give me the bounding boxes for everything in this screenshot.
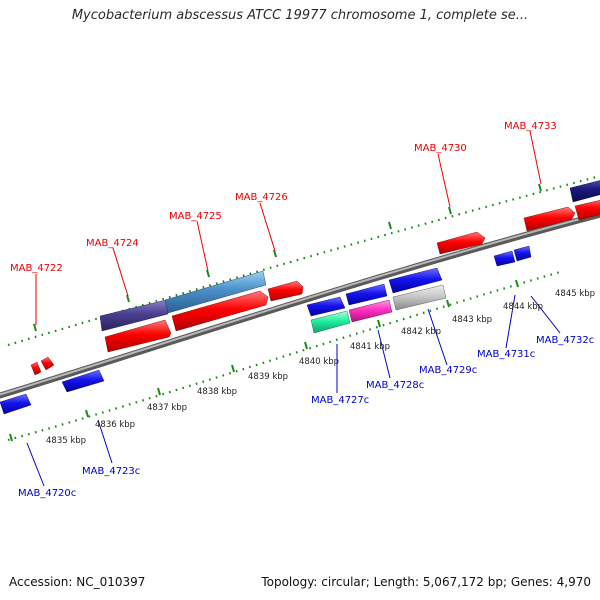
gene-mab4728c-blue bbox=[345, 283, 388, 306]
gene-mab4724-forward bbox=[104, 319, 172, 353]
gene-mab4728c bbox=[348, 299, 393, 323]
gene-mab4730 bbox=[436, 231, 486, 255]
gene-label-mab4726: MAB_4726 bbox=[235, 192, 288, 203]
forward-gene-labels: MAB_4722 MAB_4724 MAB_4725 MAB_4726 MAB_… bbox=[10, 121, 557, 274]
genes-value: 4,970 bbox=[556, 575, 591, 589]
gene-mab4722-small-1 bbox=[30, 361, 42, 376]
gene-mab4720c bbox=[0, 393, 32, 415]
gene-label-mab4723c: MAB_4723c bbox=[82, 466, 140, 477]
genes-label: Genes: bbox=[510, 575, 553, 589]
gene-label-mab4722: MAB_4722 bbox=[10, 263, 63, 274]
gene-label-mab4729c: MAB_4729c bbox=[419, 365, 477, 376]
forward-tick-track bbox=[7, 174, 600, 347]
gene-mab4726 bbox=[267, 280, 304, 302]
accession-label: Accession: bbox=[9, 575, 73, 589]
forward-major-ticks bbox=[33, 183, 542, 332]
tick-label-4838: 4838 kbp bbox=[197, 387, 237, 397]
tick-label-4839: 4839 kbp bbox=[248, 372, 288, 382]
reverse-gene-labels: MAB_4720c MAB_4723c MAB_4727c MAB_4728c … bbox=[18, 335, 594, 499]
length-label: Length: bbox=[373, 575, 420, 589]
tick-label-4837: 4837 kbp bbox=[147, 403, 187, 413]
tick-label-4843: 4843 kbp bbox=[452, 315, 492, 325]
topology-label: Topology: bbox=[261, 575, 318, 589]
gene-mab4724 bbox=[99, 299, 169, 332]
gene-label-mab4731c: MAB_4731c bbox=[477, 349, 535, 360]
forward-genes[interactable] bbox=[30, 178, 600, 376]
gene-label-mab4727c: MAB_4727c bbox=[311, 395, 369, 406]
gene-navy-far-right bbox=[569, 180, 600, 203]
gene-mab4725-forward bbox=[171, 290, 269, 332]
gene-mab4722-small-2 bbox=[40, 356, 55, 371]
gene-mab4725 bbox=[164, 270, 267, 314]
gene-label-mab4724: MAB_4724 bbox=[86, 238, 139, 249]
gene-mab4723c bbox=[61, 369, 105, 393]
gene-mab4733 bbox=[523, 206, 576, 232]
gene-label-mab4728c: MAB_4728c bbox=[366, 380, 424, 391]
gene-label-mab4733: MAB_4733 bbox=[504, 121, 557, 132]
tick-label-4844: 4844 kbp bbox=[503, 302, 543, 312]
gene-mab4733-next bbox=[574, 200, 600, 221]
gene-label-mab4730: MAB_4730 bbox=[414, 143, 467, 154]
gene-mab4727c-blue bbox=[306, 296, 346, 317]
tick-label-4836: 4836 kbp bbox=[95, 420, 135, 430]
kbp-tick-labels: 4835 kbp 4836 kbp 4837 kbp 4838 kbp 4839… bbox=[46, 289, 595, 446]
genome-stats-footer: Topology: circular; Length: 5,067,172 bp… bbox=[261, 575, 591, 589]
map-title: Mycobacterium abscessus ATCC 19977 chrom… bbox=[71, 8, 529, 23]
topology-value: circular bbox=[321, 575, 366, 589]
tick-label-4845: 4845 kbp bbox=[555, 289, 595, 299]
gene-mab4729c bbox=[392, 284, 447, 311]
gene-mab4729c-blue bbox=[388, 267, 443, 294]
tick-label-4841: 4841 kbp bbox=[350, 342, 390, 352]
gene-label-mab4720c: MAB_4720c bbox=[18, 488, 76, 499]
gene-label-mab4725: MAB_4725 bbox=[169, 211, 222, 222]
tick-label-4835: 4835 kbp bbox=[46, 436, 86, 446]
reverse-label-leaders bbox=[26, 294, 561, 487]
length-value: 5,067,172 bp bbox=[422, 575, 503, 589]
gene-mab4731c bbox=[493, 250, 516, 267]
gene-mab4727c bbox=[310, 310, 351, 334]
reverse-major-ticks bbox=[9, 279, 519, 442]
tick-label-4842: 4842 kbp bbox=[401, 327, 441, 337]
tick-label-4840: 4840 kbp bbox=[299, 357, 339, 367]
reverse-genes[interactable] bbox=[0, 245, 532, 415]
chromosome-backbone bbox=[0, 211, 600, 399]
accession-value: NC_010397 bbox=[76, 575, 146, 589]
forward-label-leaders bbox=[35, 130, 542, 325]
accession-footer: Accession: NC_010397 bbox=[9, 575, 145, 589]
gene-mab4732c bbox=[513, 245, 532, 262]
gene-label-mab4732c: MAB_4732c bbox=[536, 335, 594, 346]
